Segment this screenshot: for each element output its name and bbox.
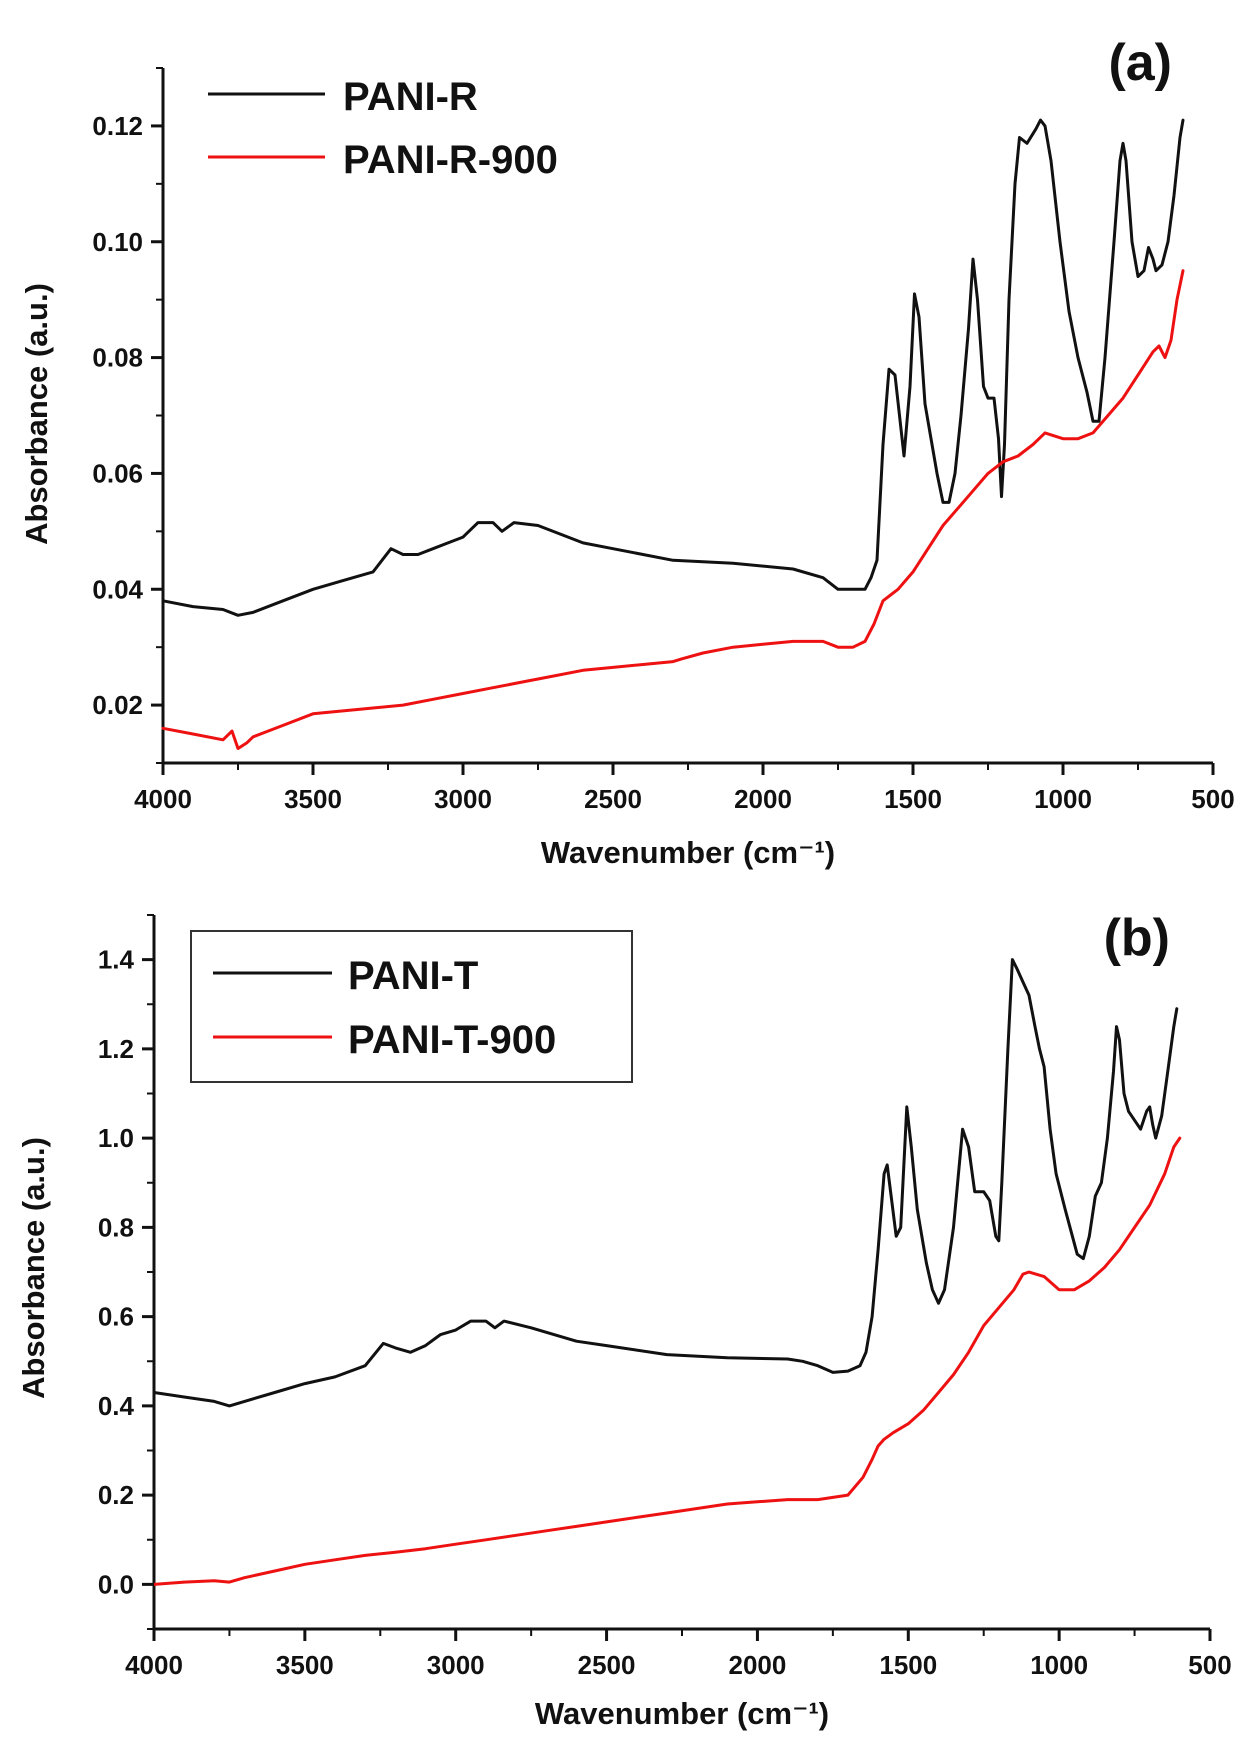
- panel-a-plot-area: 4000 3500 3000 2500 2000 1500 1000 500 0.02 0.04 0…: [92, 67, 1235, 814]
- panel-a-label: (a): [1108, 34, 1172, 92]
- panel-a-x-tick-label: 1000: [1034, 784, 1092, 814]
- panel-b-x-tick-label: 4000: [125, 1650, 183, 1680]
- panel-a-x-tick-label: 500: [1191, 784, 1234, 814]
- panel-b-series-pani-t-900-line: [152, 1136, 1182, 1586]
- panel-a-y-tick-label: 0.04: [92, 574, 143, 604]
- panel-b-x-tick-label: 2500: [578, 1650, 636, 1680]
- panel-b-x-axis-title: Wavenumber (cm⁻¹): [535, 1696, 829, 1731]
- panel-b-y-tick-label: 1.0: [98, 1123, 134, 1153]
- panel-a-y-tick-label: 0.08: [92, 343, 143, 373]
- panel-a-x-tick-label: 2000: [734, 784, 792, 814]
- panel-b-x-tick-label: 3000: [427, 1650, 485, 1680]
- panel-a-y-tick-label: 0.10: [92, 227, 143, 257]
- panel-a-x-tick-label: 3500: [284, 784, 342, 814]
- panel-a-x-tick-label: 2500: [584, 784, 642, 814]
- panel-b-chart: 4000 3500 3000 2500 2000 1500 1000 500 0.0 0.2 0.4…: [16, 909, 1232, 1731]
- panel-b-ticks-group: 4000 3500 3000 2500 2000 1500 1000 500 0.0 0.2 0.4…: [98, 914, 1232, 1680]
- panel-a-chart: 4000 3500 3000 2500 2000 1500 1000 500 0.02 0.04 0…: [19, 34, 1235, 870]
- panel-b-y-tick-label: 0.6: [98, 1302, 134, 1332]
- panel-b-plot-area: 4000 3500 3000 2500 2000 1500 1000 500 0.0 0.2 0.4…: [98, 914, 1232, 1680]
- panel-a-legend: PANI-R PANI-R-900: [208, 75, 558, 182]
- panel-a-x-tick-label: 4000: [134, 784, 192, 814]
- panel-a-ticks-group: 4000 3500 3000 2500 2000 1500 1000 500 0.02 0.04 0…: [92, 67, 1235, 814]
- panel-a-series-pani-r-line: [161, 118, 1185, 617]
- panel-b-legend-label-pani-t-900: PANI-T-900: [348, 1018, 556, 1062]
- panel-b-legend-label-pani-t: PANI-T: [348, 954, 478, 998]
- panel-a-y-tick-label: 0.12: [92, 111, 143, 141]
- panel-b-x-tick-label: 500: [1188, 1650, 1231, 1680]
- panel-b-x-tick-label: 1000: [1030, 1650, 1088, 1680]
- panel-a-x-tick-label: 1500: [884, 784, 942, 814]
- panel-b-y-tick-label: 1.4: [98, 945, 135, 975]
- panel-b-legend: PANI-T PANI-T-900: [190, 930, 633, 1083]
- panel-a-series-pani-r-900-line: [161, 269, 1185, 750]
- panel-b-series-group: [152, 958, 1182, 1586]
- panel-b-x-tick-label: 3500: [276, 1650, 334, 1680]
- panel-a-x-axis-title: Wavenumber (cm⁻¹): [541, 835, 835, 870]
- panel-a-legend-label-pani-r-900: PANI-R-900: [343, 138, 558, 182]
- panel-a-y-tick-label: 0.06: [92, 458, 143, 488]
- panel-a-x-tick-label: 3000: [434, 784, 492, 814]
- panel-b-y-tick-label: 0.4: [98, 1391, 135, 1421]
- panel-a-y-axis-title: Absorbance (a.u.): [19, 283, 54, 545]
- panel-b-y-tick-label: 0.8: [98, 1212, 134, 1242]
- panel-b-y-axis-title: Absorbance (a.u.): [16, 1137, 51, 1399]
- panel-b-x-tick-label: 1500: [879, 1650, 937, 1680]
- panel-a-y-tick-label: 0.02: [92, 690, 143, 720]
- panel-b-label: (b): [1104, 909, 1170, 967]
- panel-a-legend-label-pani-r: PANI-R: [343, 75, 478, 119]
- panel-b-series-pani-t-line: [152, 958, 1179, 1408]
- panel-b-y-tick-label: 1.2: [98, 1034, 134, 1064]
- panel-a-series-group: [161, 118, 1185, 750]
- panel-b-y-tick-label: 0.0: [98, 1569, 134, 1599]
- panel-b-x-tick-label: 2000: [729, 1650, 787, 1680]
- panel-b-y-tick-label: 0.2: [98, 1480, 134, 1510]
- panel-b-legend-box: [190, 930, 633, 1083]
